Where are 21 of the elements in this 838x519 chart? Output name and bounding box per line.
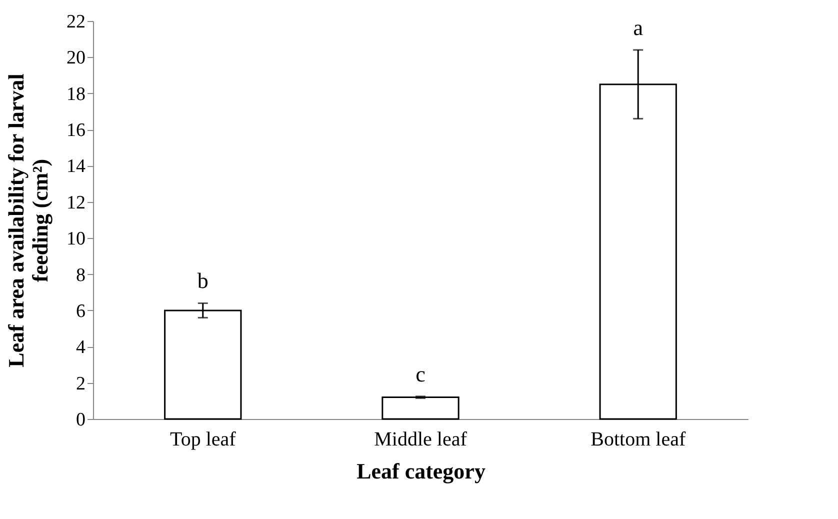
y-tick-label: 6: [76, 300, 86, 322]
x-axis-title: Leaf category: [356, 458, 486, 484]
annotation: c: [416, 361, 426, 386]
y-tick-label: 22: [66, 12, 86, 32]
y-tick-label: 12: [66, 192, 86, 214]
annotation: b: [197, 268, 208, 294]
y-tick-label: 16: [66, 120, 86, 142]
x-tick-label: Middle leaf: [374, 428, 468, 450]
y-tick-label: 18: [66, 84, 86, 105]
x-tick-label: Bottom leaf: [590, 428, 686, 450]
y-tick-label: 4: [76, 337, 86, 358]
y-tick-label: 20: [66, 48, 86, 69]
y-tick-label: 2: [76, 373, 86, 394]
y-tick-label: 10: [66, 228, 86, 250]
y-tick-label: 0: [76, 410, 86, 430]
bar: [382, 396, 460, 420]
y-tick-label: 14: [66, 156, 86, 178]
y-axis-title: Leaf area availability for larval feeding (cm²): [4, 74, 52, 368]
y-tick-label: 8: [76, 264, 86, 286]
annotation: a: [633, 14, 644, 40]
x-tick-label: Top leaf: [170, 428, 236, 450]
